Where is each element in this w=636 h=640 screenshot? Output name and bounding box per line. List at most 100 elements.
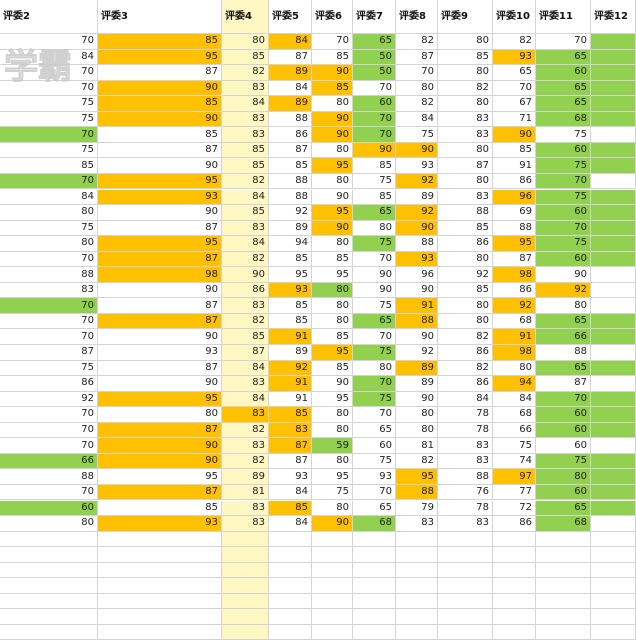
empty-cell[interactable]	[0, 562, 98, 579]
table-cell[interactable]: 80	[438, 313, 493, 330]
empty-cell[interactable]	[353, 531, 396, 548]
table-cell[interactable]: 90	[98, 329, 222, 345]
empty-cell[interactable]	[591, 593, 636, 610]
table-cell[interactable]: 70	[353, 484, 396, 501]
table-cell[interactable]: 60	[536, 142, 591, 159]
table-cell[interactable]: 82	[222, 251, 269, 268]
empty-cell[interactable]	[591, 547, 636, 563]
table-cell[interactable]: 93	[269, 469, 312, 485]
table-cell[interactable]: 90	[536, 267, 591, 283]
table-cell[interactable]: 68	[353, 516, 396, 532]
table-cell[interactable]: 80	[312, 407, 353, 423]
empty-cell[interactable]	[269, 562, 312, 579]
table-cell[interactable]: 80	[222, 34, 269, 50]
table-cell[interactable]: 83	[222, 127, 269, 143]
table-cell[interactable]: 90	[353, 282, 396, 299]
empty-cell[interactable]	[591, 562, 636, 579]
table-cell[interactable]: 84	[0, 49, 98, 66]
table-cell[interactable]: 65	[353, 34, 396, 50]
empty-cell[interactable]	[536, 531, 591, 548]
table-cell[interactable]: 83	[438, 516, 493, 532]
empty-cell[interactable]	[98, 531, 222, 548]
empty-cell[interactable]	[98, 624, 222, 640]
table-cell[interactable]: 82	[222, 422, 269, 439]
table-cell[interactable]: 75	[312, 484, 353, 501]
table-cell[interactable]: 87	[98, 251, 222, 268]
table-cell[interactable]: 75	[396, 127, 438, 143]
table-cell[interactable]: 70	[0, 173, 98, 190]
table-cell[interactable]	[591, 298, 636, 314]
table-cell[interactable]: 80	[396, 407, 438, 423]
empty-cell[interactable]	[353, 593, 396, 610]
table-cell[interactable]: 90	[353, 267, 396, 283]
table-cell[interactable]: 85	[353, 189, 396, 206]
table-cell[interactable]: 87	[98, 298, 222, 314]
table-cell[interactable]: 70	[0, 34, 98, 50]
empty-cell[interactable]	[438, 624, 493, 640]
empty-cell[interactable]	[222, 578, 269, 594]
table-cell[interactable]: 77	[493, 484, 536, 501]
table-cell[interactable]: 84	[269, 80, 312, 97]
table-cell[interactable]: 82	[438, 329, 493, 345]
table-cell[interactable]: 93	[98, 345, 222, 361]
table-cell[interactable]: 70	[0, 438, 98, 454]
table-cell[interactable]: 80	[438, 251, 493, 268]
table-cell[interactable]: 80	[312, 96, 353, 112]
table-cell[interactable]: 83	[222, 500, 269, 517]
table-cell[interactable]: 83	[438, 127, 493, 143]
empty-cell[interactable]	[536, 593, 591, 610]
table-cell[interactable]: 70	[396, 65, 438, 81]
table-cell[interactable]: 83	[222, 220, 269, 237]
table-cell[interactable]: 90	[493, 127, 536, 143]
table-cell[interactable]: 87	[396, 49, 438, 66]
table-cell[interactable]	[591, 500, 636, 517]
table-cell[interactable]: 70	[0, 407, 98, 423]
table-cell[interactable]: 84	[396, 111, 438, 128]
table-cell[interactable]: 90	[98, 376, 222, 392]
table-cell[interactable]: 90	[312, 189, 353, 206]
table-cell[interactable]: 83	[222, 111, 269, 128]
empty-cell[interactable]	[98, 547, 222, 563]
table-cell[interactable]: 93	[493, 49, 536, 66]
table-cell[interactable]: 75	[353, 345, 396, 361]
table-cell[interactable]	[591, 189, 636, 206]
table-cell[interactable]: 82	[396, 34, 438, 50]
table-cell[interactable]: 85	[438, 282, 493, 299]
table-cell[interactable]: 87	[536, 376, 591, 392]
table-cell[interactable]: 60	[536, 65, 591, 81]
table-cell[interactable]: 71	[493, 111, 536, 128]
table-cell[interactable]: 70	[312, 34, 353, 50]
empty-cell[interactable]	[269, 531, 312, 548]
table-cell[interactable]: 60	[0, 500, 98, 517]
table-cell[interactable]	[591, 391, 636, 408]
empty-cell[interactable]	[269, 547, 312, 563]
table-cell[interactable]	[591, 220, 636, 237]
table-cell[interactable]: 75	[353, 173, 396, 190]
table-cell[interactable]: 95	[312, 391, 353, 408]
table-cell[interactable]	[591, 80, 636, 97]
table-cell[interactable]: 87	[98, 360, 222, 377]
table-cell[interactable]	[591, 484, 636, 501]
table-cell[interactable]: 89	[269, 96, 312, 112]
table-cell[interactable]: 75	[0, 96, 98, 112]
empty-cell[interactable]	[0, 578, 98, 594]
table-cell[interactable]: 80	[438, 96, 493, 112]
table-cell[interactable]: 92	[0, 391, 98, 408]
table-cell[interactable]: 84	[438, 391, 493, 408]
table-cell[interactable]: 85	[312, 329, 353, 345]
table-cell[interactable]: 87	[98, 484, 222, 501]
empty-cell[interactable]	[536, 578, 591, 594]
empty-cell[interactable]	[493, 593, 536, 610]
empty-cell[interactable]	[98, 593, 222, 610]
table-cell[interactable]	[591, 313, 636, 330]
table-cell[interactable]: 86	[269, 127, 312, 143]
table-cell[interactable]	[591, 422, 636, 439]
table-cell[interactable]: 94	[269, 236, 312, 252]
table-cell[interactable]: 84	[0, 189, 98, 206]
empty-cell[interactable]	[493, 531, 536, 548]
table-cell[interactable]: 92	[396, 205, 438, 221]
table-cell[interactable]: 93	[396, 251, 438, 268]
table-cell[interactable]: 75	[0, 360, 98, 377]
empty-cell[interactable]	[493, 562, 536, 579]
empty-cell[interactable]	[222, 609, 269, 625]
